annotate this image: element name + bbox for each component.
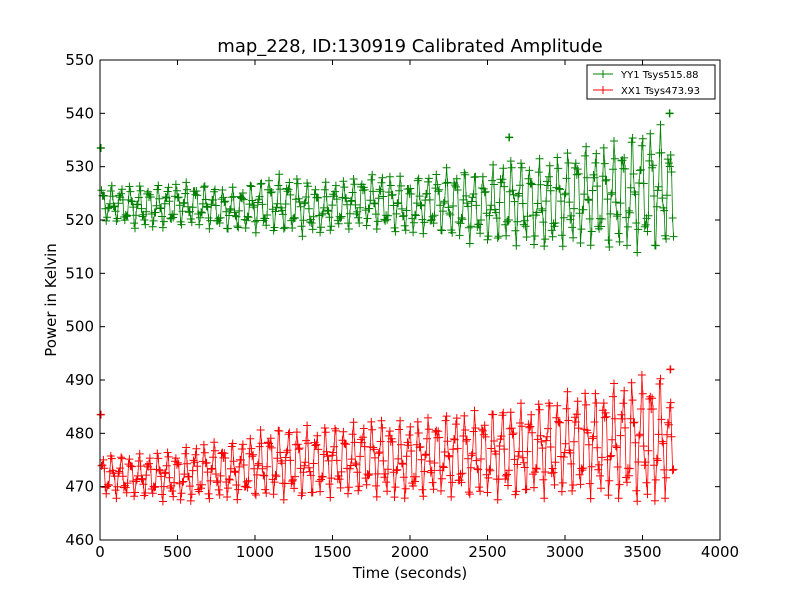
legend: YY1 Tsys515.88 XX1 Tsys473.93 (586, 64, 716, 100)
y-tick-label: 530 (65, 158, 94, 176)
series-1 (96, 365, 678, 506)
y-tick-label: 470 (65, 478, 94, 496)
x-tick-label: 1500 (313, 543, 351, 561)
outlier-point (96, 144, 105, 152)
outlier-point (505, 133, 514, 142)
outlier-point (96, 410, 105, 419)
x-tick-label: 3500 (623, 543, 661, 561)
y-tick-label: 520 (65, 211, 94, 229)
legend-marker-yy1 (599, 70, 607, 78)
x-tick-label: 3000 (546, 543, 584, 561)
x-tick-label: 0 (95, 543, 105, 561)
x-tick-label: 2000 (391, 543, 429, 561)
y-tick-label: 510 (65, 264, 94, 282)
y-tick-label: 550 (65, 51, 94, 69)
x-tick-label: 2500 (468, 543, 506, 561)
y-tick-label: 490 (65, 371, 94, 389)
x-axis-label: Time (seconds) (352, 564, 468, 582)
series-markers (97, 120, 678, 257)
x-axis: 0 500 1000 1500 2000 2500 3000 3500 4000 (95, 60, 739, 561)
y-axis: 460 470 480 490 500 510 520 530 540 550 (65, 51, 720, 549)
y-tick-label: 460 (65, 531, 94, 549)
legend-label-xx1: XX1 Tsys473.93 (621, 86, 700, 97)
series-markers (97, 371, 678, 506)
series-0 (96, 109, 678, 257)
y-tick-label: 500 (65, 318, 94, 336)
y-axis-label: Power in Kelvin (42, 243, 60, 357)
y-tick-label: 480 (65, 424, 94, 442)
y-tick-label: 540 (65, 104, 94, 122)
x-tick-label: 1000 (236, 543, 274, 561)
legend-box (586, 64, 716, 100)
legend-marker-xx1 (599, 86, 607, 94)
x-tick-label: 500 (163, 543, 192, 561)
series-layer (96, 109, 678, 506)
outlier-point (665, 109, 674, 118)
x-tick-label: 4000 (701, 543, 739, 561)
outlier-point (666, 365, 675, 374)
legend-label-yy1: YY1 Tsys515.88 (620, 70, 699, 81)
chart-title: map_228, ID:130919 Calibrated Amplitude (217, 36, 602, 57)
